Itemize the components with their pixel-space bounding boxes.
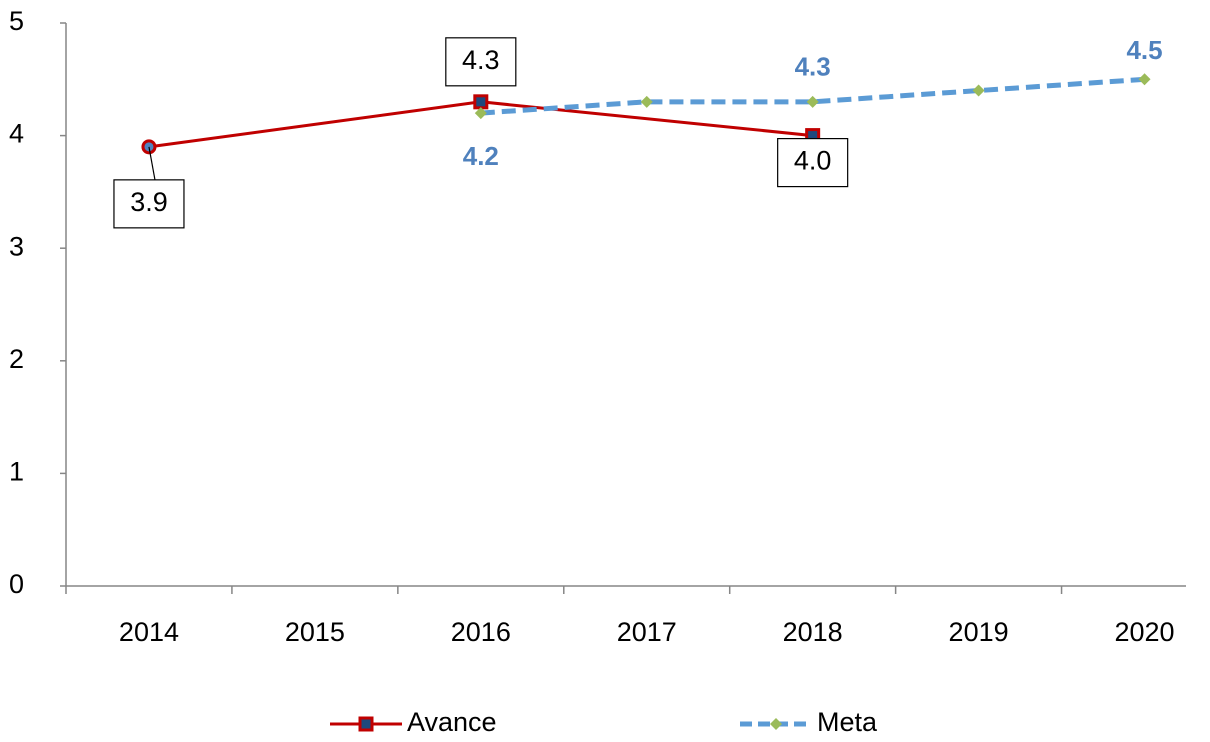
x-tick-label: 2020 [1114, 617, 1174, 647]
marker [1138, 73, 1151, 86]
x-tick-label: 2015 [285, 617, 345, 647]
y-tick-label: 0 [9, 569, 24, 599]
y-tick-label: 5 [9, 6, 24, 36]
marker [806, 95, 819, 108]
label-box [113, 179, 185, 229]
x-tick-label: 2018 [783, 617, 843, 647]
label-box [445, 37, 517, 87]
data-label: 4.0 [794, 146, 832, 176]
y-tick-label: 2 [9, 344, 24, 374]
data-label: 4.3 [795, 52, 831, 82]
marker [640, 95, 653, 108]
x-tick-label: 2017 [617, 617, 677, 647]
data-label: 4.5 [1126, 35, 1162, 65]
x-tick-label: 2019 [949, 617, 1009, 647]
y-tick-label: 1 [9, 457, 24, 487]
x-tick-label: 2014 [119, 617, 179, 647]
series-line [480, 76, 1145, 116]
legend-label: Meta [817, 707, 878, 737]
y-tick-label: 3 [9, 231, 24, 261]
data-label: 4.2 [463, 141, 499, 171]
legend-label: Avance [407, 707, 497, 737]
legend-marker [358, 716, 374, 732]
data-label: 3.9 [130, 187, 168, 217]
x-tick-label: 2016 [451, 617, 511, 647]
label-box [777, 138, 849, 188]
legend-marker [770, 718, 782, 730]
data-label: 4.3 [462, 45, 500, 75]
y-tick-label: 4 [9, 119, 24, 149]
marker [474, 107, 487, 120]
leader-line [148, 146, 156, 180]
marker [473, 94, 489, 110]
marker [972, 84, 985, 97]
